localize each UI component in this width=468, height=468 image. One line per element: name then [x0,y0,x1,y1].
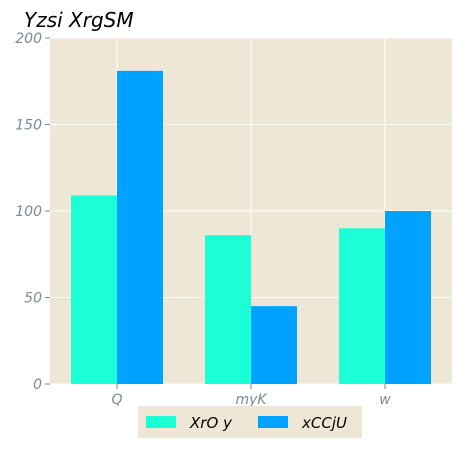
y-tick-label: 150 [15,118,42,134]
x-tick-label: myK [235,392,268,408]
bar-2-3 [385,211,431,384]
x-tick-label: w [379,392,391,408]
y-tick-label: 200 [15,31,42,47]
y-tick-label: 100 [15,204,42,220]
bar-2-2 [251,306,297,384]
legend-swatch [258,416,288,428]
x-tick-label: Q [111,392,122,408]
bar-1-3 [339,228,385,384]
legend-swatch [146,416,176,428]
bar-1-2 [205,235,251,384]
y-tick-label: 0 [33,377,42,393]
bar-1-1 [71,195,117,384]
legend-label: XrO y [189,414,233,432]
legend-label: xCCjU [301,414,347,432]
bar-2-1 [117,70,163,385]
chart-title: Yzsi XrgSM [24,8,134,32]
y-tick-label: 50 [24,291,42,307]
